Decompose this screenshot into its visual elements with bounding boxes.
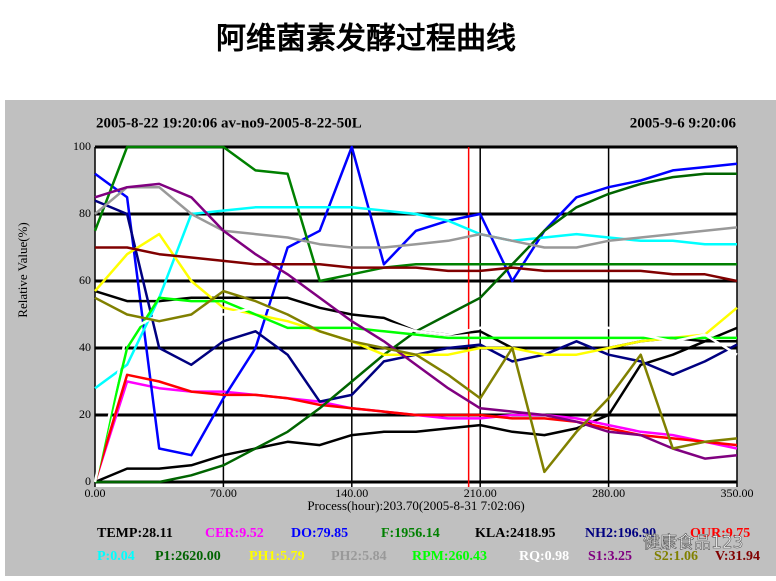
y-tick-label: 40 (79, 340, 91, 354)
legend-entry: S2:1.06 (654, 549, 698, 564)
x-tick-label: 210.00 (464, 486, 497, 500)
series-line (95, 246, 738, 283)
series-line (93, 296, 737, 483)
legend-entry: KLA:2418.95 (475, 526, 556, 541)
legend-entry: PH2:5.84 (331, 549, 387, 564)
series-line (94, 289, 738, 474)
y-tick-label: 100 (73, 139, 91, 153)
legend-entry: V:31.94 (715, 549, 760, 564)
legend-entry: CER:9.52 (205, 526, 264, 541)
x-tick-label: 140.00 (335, 486, 368, 500)
series-line (94, 185, 738, 249)
y-tick-label: 0 (85, 474, 91, 488)
legend-entry: DO:79.85 (291, 526, 348, 541)
series-line (93, 145, 737, 283)
series-line (94, 326, 738, 484)
y-tick-label: 20 (79, 407, 91, 421)
x-tick-label: 0.00 (85, 486, 106, 500)
end-label: 2005-9-6 9:20:06 (630, 115, 737, 131)
legend: TEMP:28.11 CER:9.52 DO:79.85 F:1956.14 KLA:2… (97, 526, 760, 564)
legend-entry: OUR:9.75 (690, 526, 750, 541)
x-tick-label: 280.00 (592, 486, 625, 500)
legend-entry: TEMP:28.11 (97, 526, 173, 541)
legend-entry: RQ:0.98 (519, 549, 569, 564)
legend-entry: F:1956.14 (381, 526, 440, 541)
legend-entry: NH2:196.90 (585, 526, 656, 541)
y-tick-label: 80 (79, 206, 91, 220)
series-line (93, 306, 738, 483)
watermark: 健康食品123 (643, 533, 743, 553)
y-tick-label: 60 (79, 273, 91, 287)
x-tick-label: 70.00 (210, 486, 237, 500)
lines (93, 145, 738, 484)
legend-entry: RPM:260.43 (412, 549, 487, 564)
start-label: 2005-8-22 19:20:06 av-no9-2005-8-22-50L (96, 115, 362, 131)
legend-entry: S1:3.25 (588, 549, 632, 564)
y-axis-label: Relative Value(%) (15, 222, 30, 317)
series-line (94, 182, 738, 460)
x-axis-label: Process(hour):203.70(2005-8-31 7:02:06) (307, 498, 524, 513)
chart-title: 阿维菌素发酵过程曲线 (216, 22, 516, 57)
legend-entry: P:0.04 (97, 549, 135, 564)
legend-entry: PH1:5.79 (249, 549, 305, 564)
legend-entry: P1:2620.00 (155, 549, 221, 564)
series-line (94, 145, 738, 457)
x-tick-label: 350.00 (721, 486, 754, 500)
